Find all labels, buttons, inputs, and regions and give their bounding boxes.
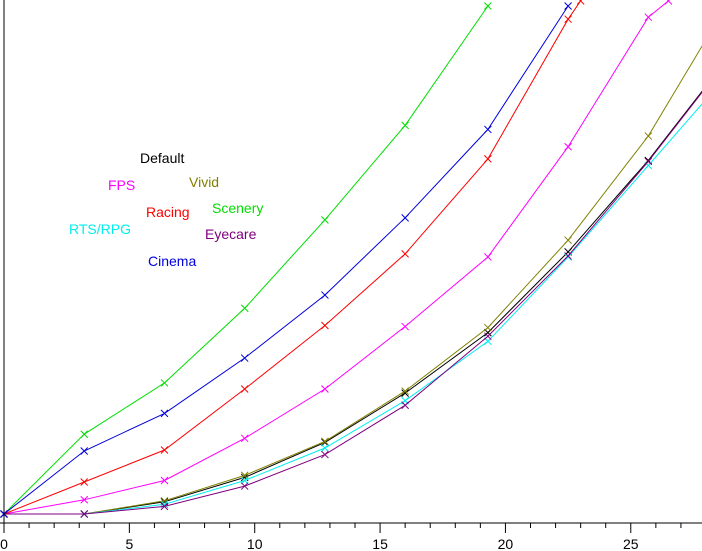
- legend-label-eyecare: Eyecare: [205, 226, 257, 242]
- data-point-vivid: [484, 323, 492, 332]
- data-point-scenery: [484, 2, 492, 10]
- data-point-cinema: [401, 213, 409, 222]
- legend-label-vivid: Vivid: [189, 174, 219, 190]
- data-point-racing: [160, 446, 169, 454]
- data-point-racing: [80, 478, 89, 486]
- series-line-eyecare: [4, 91, 702, 515]
- data-point-eyecare: [240, 482, 249, 490]
- data-point-cinema: [321, 291, 329, 299]
- series-fps: [0, 0, 673, 518]
- data-point-fps: [80, 495, 89, 504]
- x-tick-label: 0: [0, 536, 8, 551]
- data-point-fps: [484, 253, 492, 261]
- data-point-vivid: [644, 132, 653, 140]
- data-point-fps: [564, 142, 572, 151]
- data-point-scenery: [401, 121, 409, 130]
- series-line-rts-rpg: [4, 103, 702, 515]
- series-line-racing: [3, 0, 582, 515]
- legend-label-rts-rpg: RTS/RPG: [69, 221, 131, 237]
- data-point-racing: [240, 385, 249, 393]
- x-tick-label: 20: [498, 536, 514, 551]
- data-point-cinema: [564, 2, 572, 10]
- data-point-fps: [160, 476, 169, 485]
- data-point-eyecare: [484, 332, 492, 341]
- data-point-fps: [401, 322, 409, 331]
- data-point-fps: [240, 434, 249, 443]
- data-point-fps: [664, 0, 673, 5]
- series-line-fps: [3, 0, 669, 515]
- data-point-vivid: [401, 387, 409, 395]
- data-point-fps: [644, 13, 653, 22]
- data-point-rts-rpg: [564, 253, 572, 261]
- data-point-racing: [576, 0, 585, 5]
- data-point-eyecare: [80, 510, 89, 518]
- data-point-eyecare: [644, 157, 653, 166]
- data-point-eyecare: [321, 450, 329, 459]
- x-tick-label: 25: [623, 536, 639, 551]
- data-point-scenery: [80, 430, 89, 439]
- data-point-default: [401, 389, 409, 397]
- data-point-racing: [321, 321, 329, 330]
- x-tick-label: 5: [125, 536, 133, 551]
- legend-label-cinema: Cinema: [148, 253, 196, 269]
- legend-label-fps: FPS: [108, 177, 135, 193]
- legend-label-scenery: Scenery: [212, 200, 263, 216]
- series-layer: [0, 0, 702, 518]
- data-point-cinema: [160, 409, 169, 418]
- data-point-eyecare: [160, 502, 169, 511]
- data-point-rts-rpg: [240, 476, 249, 485]
- data-point-vivid: [564, 236, 572, 245]
- data-point-scenery: [160, 379, 169, 387]
- data-point-cinema: [240, 354, 249, 362]
- series-default: [0, 90, 702, 518]
- legend-label-default: Default: [140, 150, 184, 166]
- data-point-rts-rpg: [321, 444, 329, 452]
- data-point-fps: [321, 385, 329, 393]
- series-racing: [0, 0, 585, 518]
- series-line-vivid: [4, 45, 702, 515]
- data-point-eyecare: [564, 252, 572, 260]
- series-cinema: [0, 2, 572, 518]
- legend-layer: Default Vivid FPS Racing Scenery RTS/RPG Eyeca…: [69, 150, 263, 269]
- data-point-cinema: [80, 447, 89, 455]
- data-point-racing: [564, 15, 572, 24]
- series-vivid: [0, 45, 702, 518]
- x-tick-label: 10: [247, 536, 263, 551]
- series-rts-rpg: [0, 103, 702, 518]
- data-point-rts-rpg: [644, 161, 653, 170]
- x-tick-label: 15: [372, 536, 388, 551]
- data-point-scenery: [321, 216, 329, 224]
- series-eyecare: [0, 91, 702, 518]
- series-line-cinema: [3, 5, 569, 515]
- data-point-racing: [484, 155, 492, 163]
- data-point-eyecare: [401, 401, 409, 410]
- data-point-scenery: [240, 304, 249, 313]
- legend-label-racing: Racing: [146, 204, 190, 220]
- data-point-vivid: [321, 437, 329, 446]
- data-point-racing: [401, 250, 409, 258]
- data-point-cinema: [484, 125, 492, 134]
